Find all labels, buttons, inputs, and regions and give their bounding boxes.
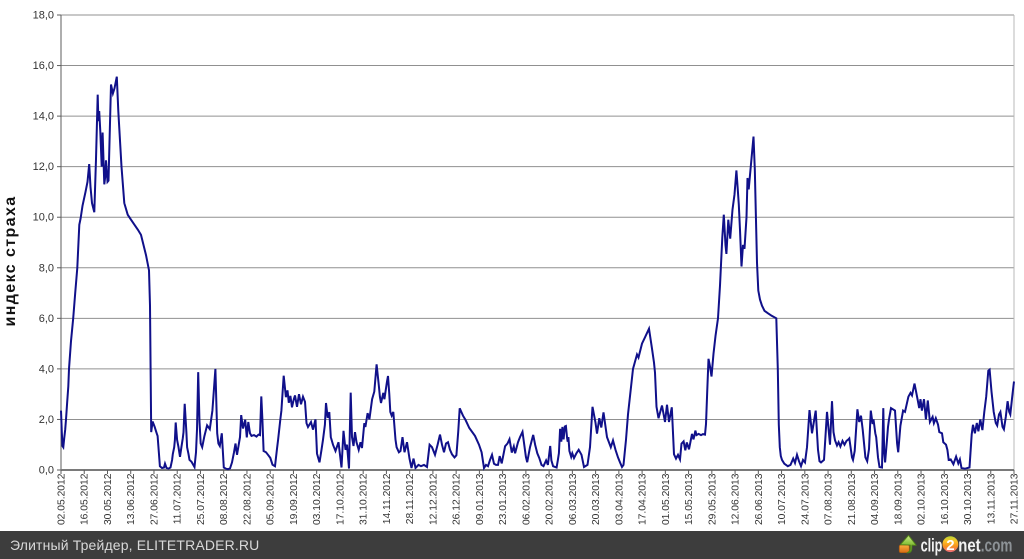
svg-text:0,0: 0,0 [39, 465, 54, 477]
svg-text:02.10.2013: 02.10.2013 [917, 473, 928, 525]
svg-text:31.10.2012: 31.10.2012 [359, 473, 370, 525]
svg-text:18,0: 18,0 [33, 10, 54, 22]
svg-text:30.10.2013: 30.10.2013 [963, 473, 974, 525]
svg-text:18.09.2013: 18.09.2013 [893, 473, 904, 525]
svg-text:11.07.2012: 11.07.2012 [173, 473, 184, 524]
svg-text:13.06.2012: 13.06.2012 [126, 473, 137, 525]
svg-text:17.04.2013: 17.04.2013 [638, 473, 649, 525]
svg-text:20.02.2013: 20.02.2013 [545, 473, 556, 525]
svg-text:19.09.2012: 19.09.2012 [289, 473, 300, 525]
svg-text:индекс страха: индекс страха [2, 195, 19, 326]
svg-text:2: 2 [946, 537, 954, 554]
svg-text:26.06.2013: 26.06.2013 [754, 473, 765, 525]
svg-text:22.08.2012: 22.08.2012 [242, 473, 253, 525]
svg-text:21.08.2013: 21.08.2013 [847, 473, 858, 525]
svg-text:05.09.2012: 05.09.2012 [266, 473, 277, 525]
svg-text:03.10.2012: 03.10.2012 [312, 473, 323, 525]
svg-text:27.06.2012: 27.06.2012 [149, 473, 160, 525]
svg-text:24.07.2013: 24.07.2013 [800, 473, 811, 525]
svg-text:16.10.2013: 16.10.2013 [940, 473, 951, 525]
svg-text:16,0: 16,0 [33, 60, 54, 72]
svg-text:2,0: 2,0 [39, 414, 54, 426]
svg-text:30.05.2012: 30.05.2012 [103, 473, 114, 525]
svg-text:29.05.2013: 29.05.2013 [707, 473, 718, 525]
svg-text:02.05.2012: 02.05.2012 [57, 473, 68, 525]
svg-text:06.02.2013: 06.02.2013 [521, 473, 532, 525]
svg-text:06.03.2013: 06.03.2013 [568, 473, 579, 525]
svg-text:4,0: 4,0 [39, 363, 54, 375]
svg-text:17.10.2012: 17.10.2012 [335, 473, 346, 525]
svg-text:12.06.2013: 12.06.2013 [731, 473, 742, 525]
svg-text:15.05.2013: 15.05.2013 [684, 473, 695, 525]
svg-text:09.01.2013: 09.01.2013 [475, 473, 486, 525]
svg-text:6,0: 6,0 [39, 313, 54, 325]
svg-text:08.08.2012: 08.08.2012 [219, 473, 230, 525]
svg-text:16.05.2012: 16.05.2012 [80, 473, 91, 525]
svg-text:net: net [958, 536, 980, 556]
svg-text:01.05.2013: 01.05.2013 [661, 473, 672, 525]
svg-text:03.04.2013: 03.04.2013 [614, 473, 625, 525]
svg-text:14.11.2012: 14.11.2012 [382, 473, 393, 524]
svg-text:25.07.2012: 25.07.2012 [196, 473, 207, 525]
svg-text:clip: clip [921, 536, 943, 556]
svg-text:04.09.2013: 04.09.2013 [870, 473, 881, 525]
svg-text:28.11.2012: 28.11.2012 [405, 473, 416, 524]
svg-text:12,0: 12,0 [33, 161, 54, 173]
svg-text:26.12.2012: 26.12.2012 [452, 473, 463, 525]
svg-text:23.01.2013: 23.01.2013 [498, 473, 509, 525]
svg-text:.com: .com [981, 536, 1013, 556]
svg-text:8,0: 8,0 [39, 262, 54, 274]
svg-text:10.07.2013: 10.07.2013 [777, 473, 788, 525]
svg-text:14,0: 14,0 [33, 111, 54, 123]
svg-text:Элитный Трейдер, ELITETRADER.R: Элитный Трейдер, ELITETRADER.RU [10, 537, 259, 553]
svg-text:27.11.2013: 27.11.2013 [1010, 473, 1021, 524]
svg-text:12.12.2012: 12.12.2012 [428, 473, 439, 525]
svg-text:13.11.2013: 13.11.2013 [986, 473, 997, 524]
svg-text:20.03.2013: 20.03.2013 [591, 473, 602, 525]
svg-text:10,0: 10,0 [33, 212, 54, 224]
svg-text:07.08.2013: 07.08.2013 [824, 473, 835, 525]
